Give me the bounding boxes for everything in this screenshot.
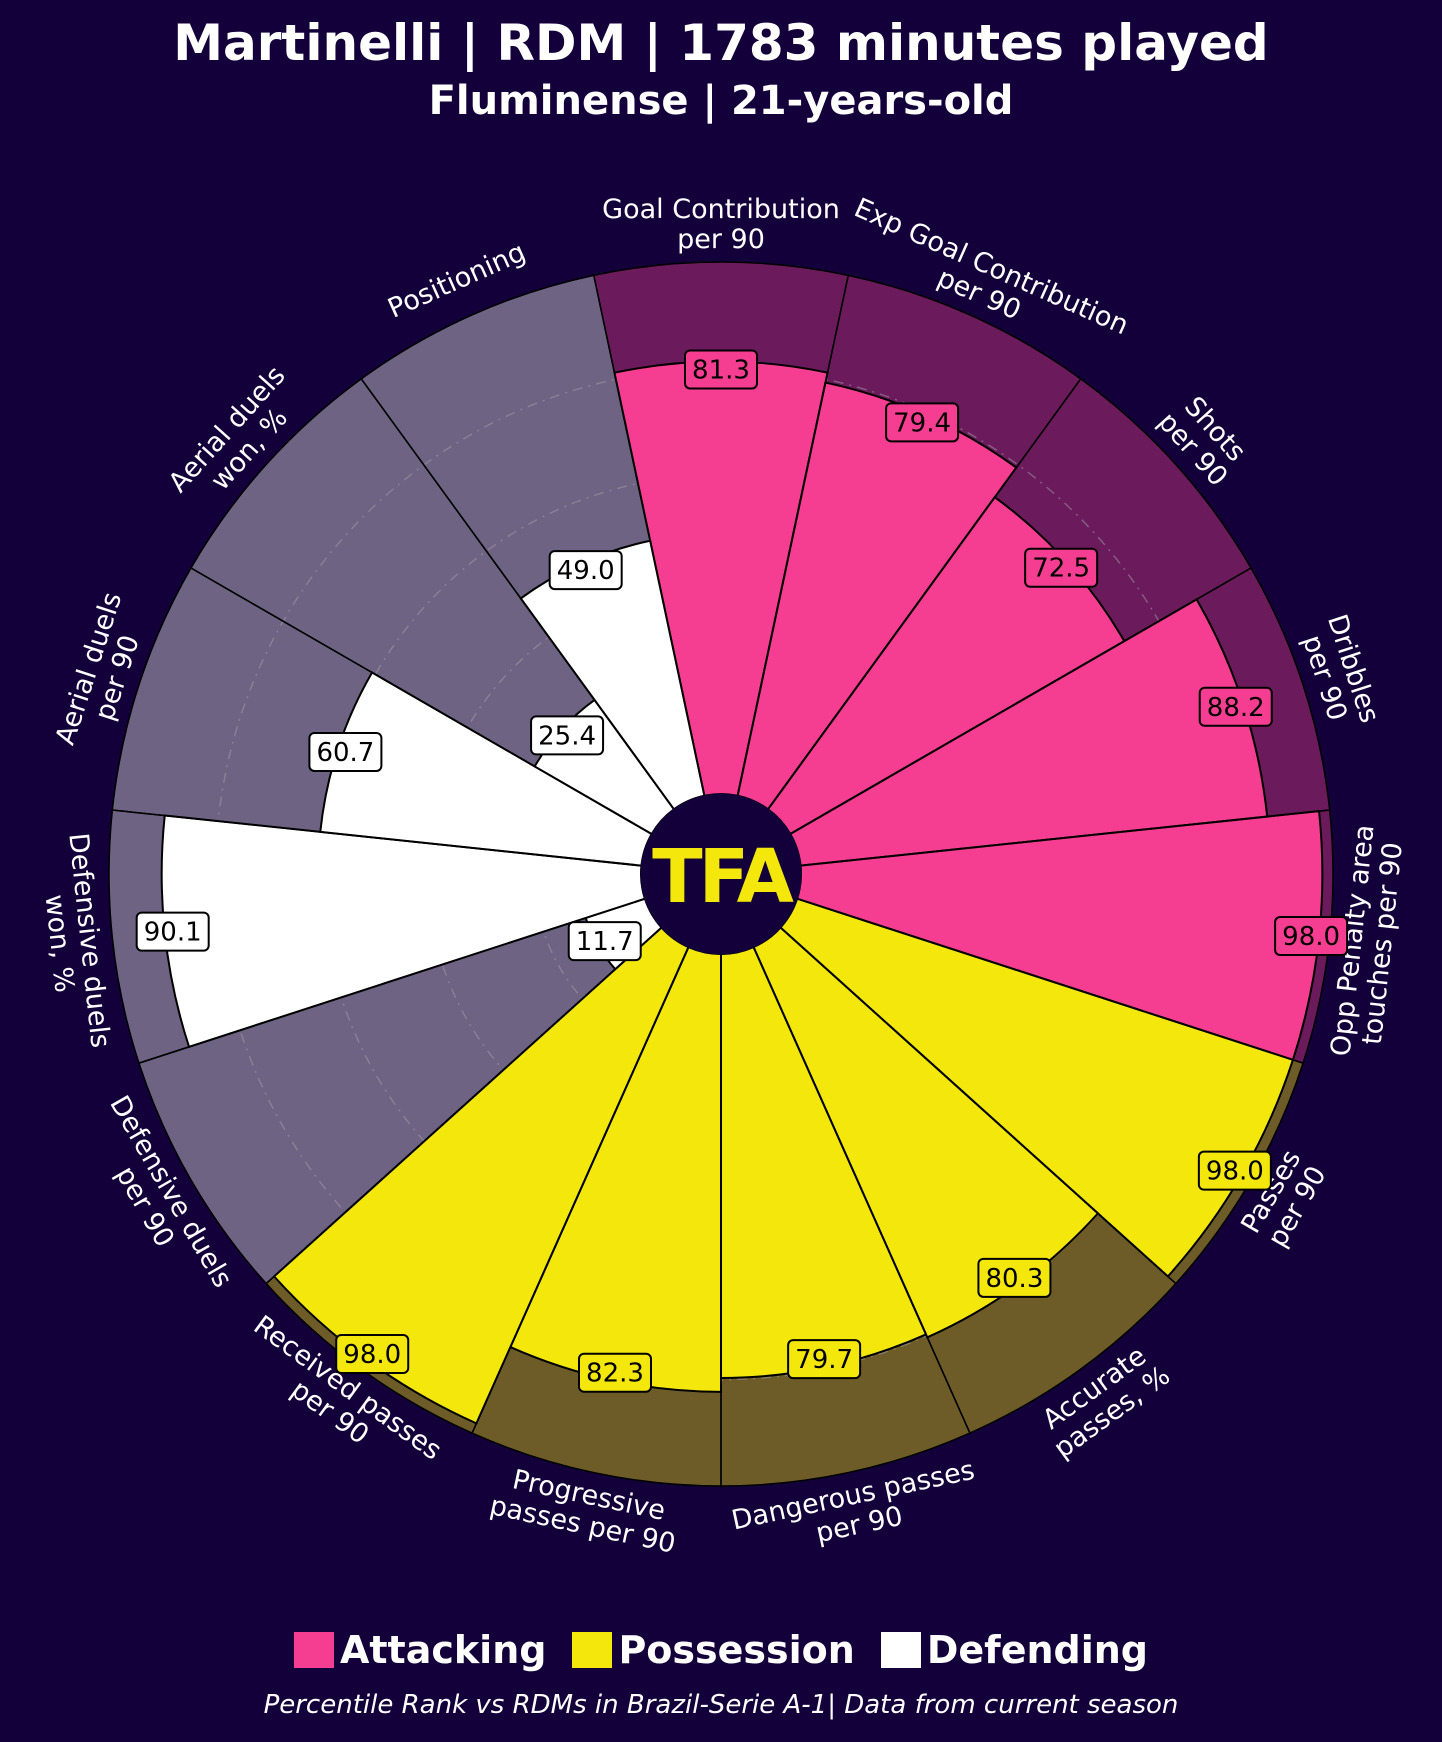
legend-label-possession: Possession	[618, 1628, 855, 1672]
value-box-received-passes-per-90	[335, 1334, 410, 1375]
value-box-goal-contribution-per-90	[684, 349, 758, 390]
value-label-aerial-duels-per-90: 60.7	[316, 738, 374, 768]
value-box-aerial-duels-per-90	[308, 731, 383, 772]
value-label-defensive-duels-won: 90.1	[144, 918, 202, 948]
value-label-defensive-duels-per-90: 11.7	[576, 927, 634, 957]
value-box-dangerous-passes-per-90	[787, 1339, 862, 1380]
legend-swatch-possession	[572, 1632, 613, 1668]
category-label-line: per 90	[677, 224, 765, 255]
legend: Attacking Possession Defending	[0, 1628, 1442, 1672]
value-label-goal-contribution-per-90: 81.3	[692, 355, 750, 385]
value-label-opp-penalty-area-touches-per-90: 98.0	[1282, 922, 1340, 952]
value-box-progressive-passes-per-90	[577, 1352, 652, 1393]
value-label-dangerous-passes-per-90: 79.7	[795, 1345, 853, 1375]
legend-label-attacking: Attacking	[339, 1628, 547, 1672]
chart-subtitle: Fluminense | 21-years-old	[428, 78, 1014, 124]
value-box-accurate-passes	[977, 1257, 1052, 1298]
legend-item-attacking: Attacking	[293, 1628, 547, 1672]
legend-swatch-attacking	[293, 1632, 334, 1668]
logo-text: TFA	[652, 834, 794, 920]
value-box-positioning	[548, 550, 623, 591]
value-label-accurate-passes: 80.3	[985, 1264, 1043, 1294]
value-box-opp-penalty-area-touches-per-90	[1274, 916, 1349, 957]
value-box-exp-goal-contribution-per-90	[885, 402, 960, 443]
value-box-dribbles-per-90	[1198, 686, 1273, 727]
chart-title: Martinelli | RDM | 1783 minutes played	[173, 14, 1269, 72]
category-label-goal-contribution-per-90: Goal Contribution per 90	[602, 194, 840, 255]
value-box-aerial-duels-won	[530, 715, 605, 756]
category-label-defensive-duels-won: Defensive duelswon, %	[32, 831, 115, 1052]
value-box-defensive-duels-won	[135, 911, 210, 952]
legend-label-defending: Defending	[926, 1628, 1148, 1672]
legend-swatch-defending	[880, 1632, 921, 1668]
category-label-line: Goal Contribution	[602, 194, 840, 225]
value-box-shots-per-90	[1024, 547, 1099, 588]
value-box-passes-per-90	[1197, 1150, 1272, 1191]
legend-item-possession: Possession	[572, 1628, 855, 1672]
value-label-aerial-duels-won: 25.4	[538, 721, 596, 751]
value-label-received-passes-per-90: 98.0	[343, 1340, 401, 1370]
slice-bg-defensive-duels-per-90	[138, 898, 662, 1284]
value-label-positioning: 49.0	[557, 556, 615, 586]
value-label-passes-per-90: 98.0	[1206, 1157, 1264, 1187]
value-label-exp-goal-contribution-per-90: 79.4	[893, 408, 951, 438]
value-box-defensive-duels-per-90	[567, 921, 642, 962]
legend-item-defending: Defending	[880, 1628, 1148, 1672]
logo-circle	[640, 793, 802, 955]
value-label-progressive-passes-per-90: 82.3	[586, 1359, 644, 1389]
value-label-dribbles-per-90: 88.2	[1207, 693, 1265, 723]
value-label-shots-per-90: 72.5	[1032, 554, 1090, 584]
footnote: Percentile Rank vs RDMs in Brazil-Serie …	[263, 1690, 1179, 1720]
